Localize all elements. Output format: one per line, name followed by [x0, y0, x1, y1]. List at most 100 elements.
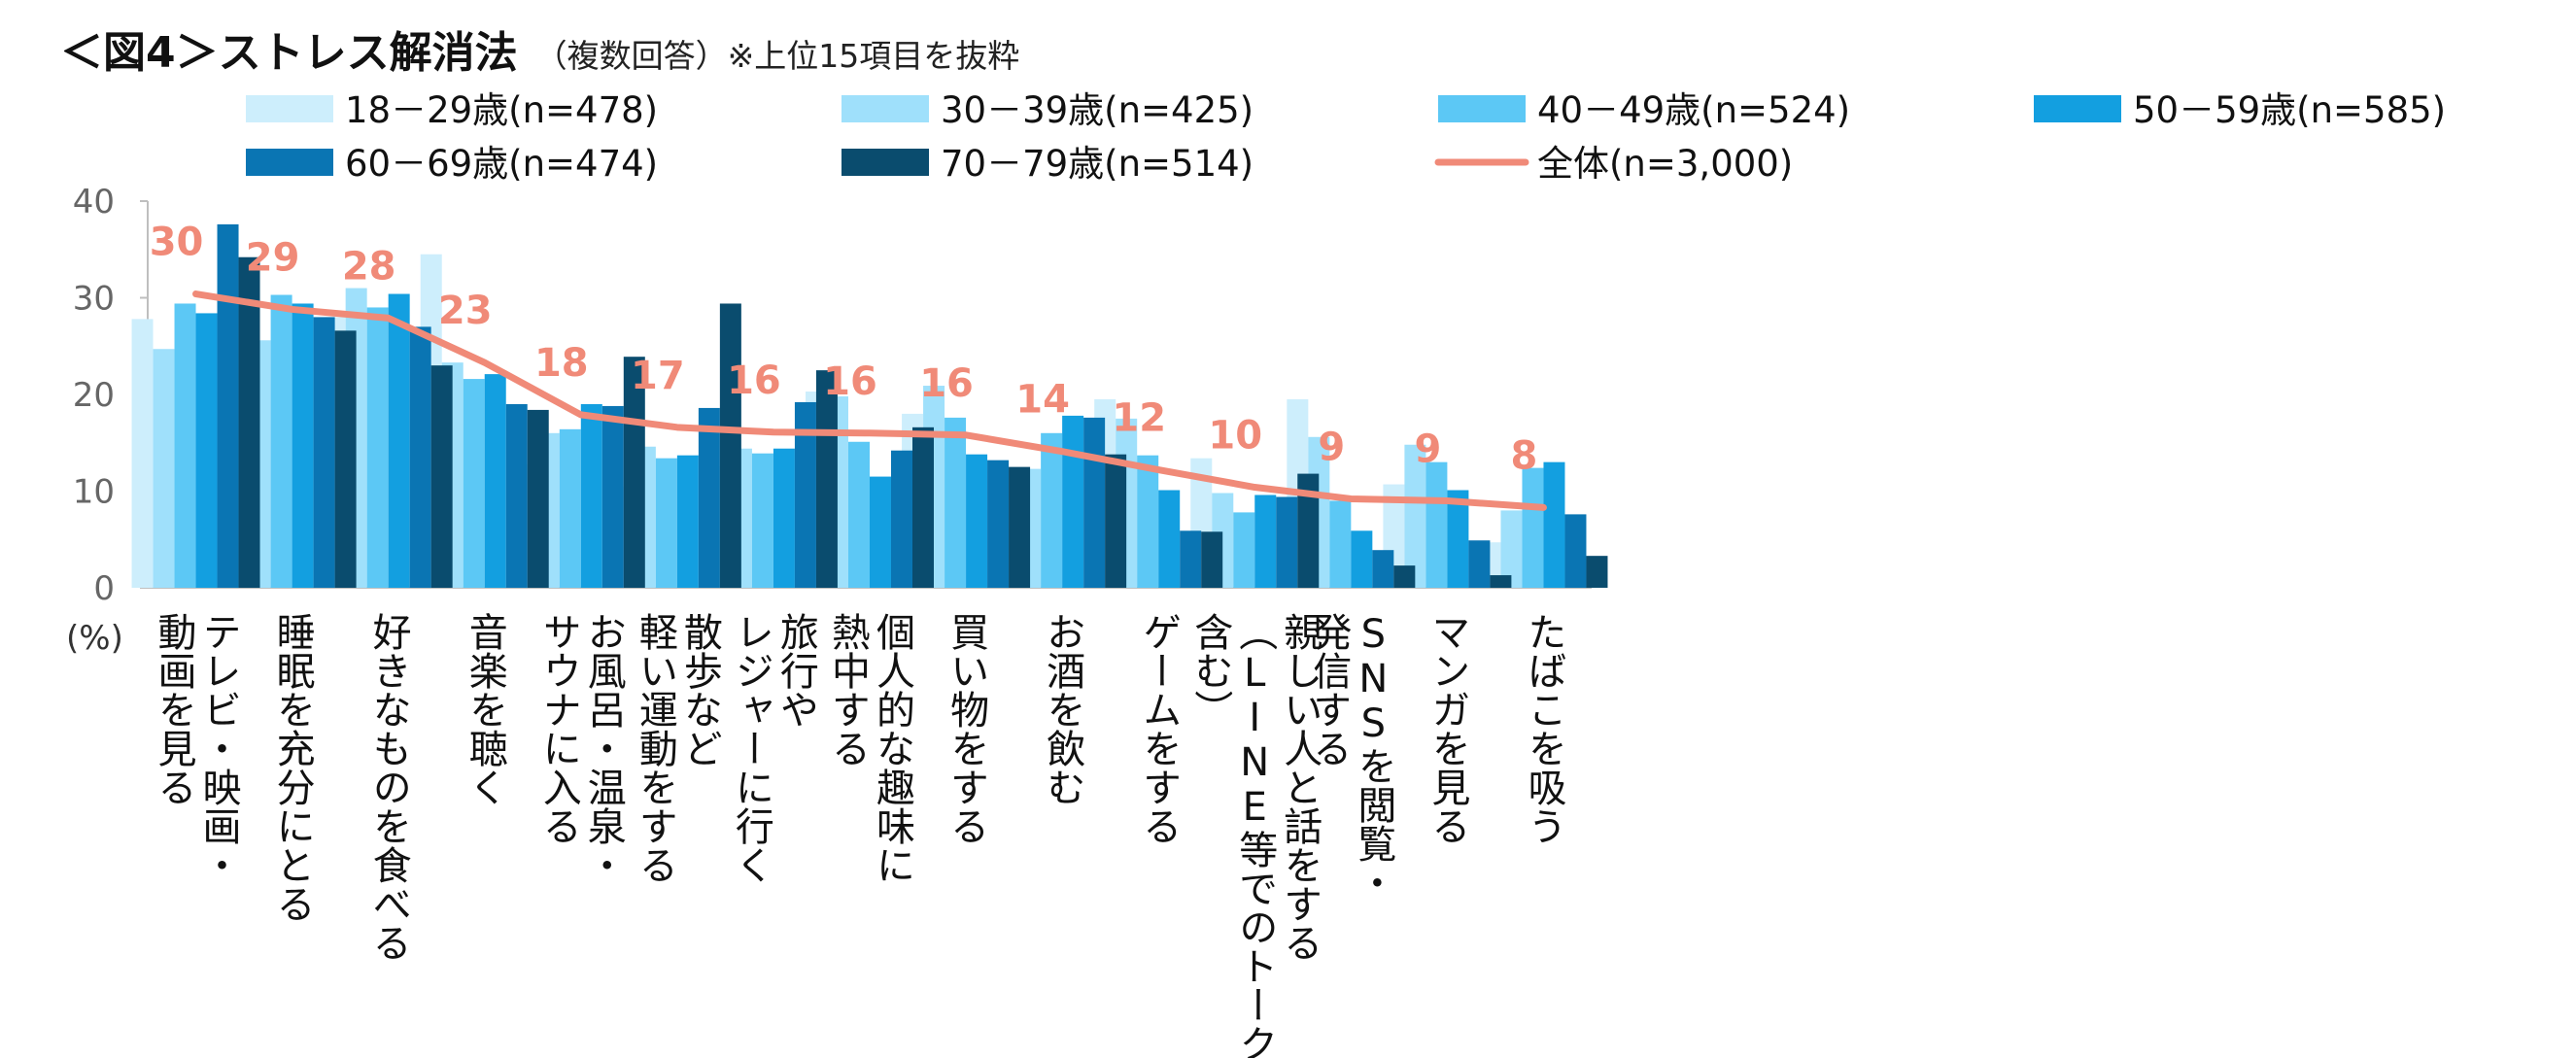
category-label: お風呂・温泉・: [581, 612, 626, 884]
bar: [1522, 467, 1544, 588]
bar: [1543, 461, 1565, 588]
bar: [388, 293, 410, 588]
total-data-label: 14: [1015, 378, 1070, 423]
bar: [153, 349, 175, 588]
bar: [1404, 444, 1426, 588]
total-data-label: 29: [246, 235, 300, 280]
bar: [848, 441, 870, 588]
bar: [484, 374, 506, 588]
total-data-label: 28: [342, 244, 396, 289]
bar: [559, 428, 581, 588]
bar: [1351, 530, 1373, 588]
category-label: 睡眠を充分にとる: [270, 612, 315, 923]
category-label: 含む）: [1187, 612, 1233, 729]
bar: [1105, 454, 1127, 588]
category-label: 好きなものを食べる: [366, 612, 411, 962]
category-label: 親しい人と話をする: [1277, 612, 1322, 962]
legend-swatch: [841, 95, 929, 122]
bar: [1425, 461, 1448, 588]
category-label: 個人的な趣味に: [870, 612, 915, 884]
bar: [987, 460, 1010, 588]
bar: [1158, 490, 1181, 588]
total-data-label: 8: [1511, 433, 1538, 478]
total-data-label: 16: [727, 358, 781, 403]
bar: [1500, 510, 1523, 588]
total-data-label: 10: [1208, 414, 1262, 459]
bar: [1297, 473, 1320, 588]
y-axis: 0 10 20 30 40 (%): [66, 183, 1592, 658]
data-labels: 30 29 28 23 18 17 16 16 16 14 12 10 9 9 8: [150, 221, 1538, 479]
category-label: 発信する: [1306, 612, 1351, 768]
bar: [698, 407, 720, 588]
bar: [270, 294, 292, 588]
category-label: マンガを見る: [1425, 612, 1469, 845]
bar: [1137, 455, 1159, 588]
bar: [292, 303, 314, 588]
bar: [1041, 432, 1063, 588]
bar: [463, 379, 485, 588]
bar: [870, 476, 891, 588]
y-tick-label: 0: [93, 569, 115, 608]
legend-label: 50－59歳(n=585): [2133, 89, 2446, 131]
category-label: 音楽を聴く: [463, 612, 507, 806]
bar: [815, 370, 838, 588]
legend-label: 30－39歳(n=425): [941, 89, 1254, 131]
bar: [366, 307, 389, 588]
total-data-label: 12: [1112, 396, 1166, 441]
bar: [334, 330, 357, 588]
legend-swatch: [841, 149, 929, 176]
legend-label: 全体(n=3,000): [1537, 143, 1793, 185]
chart-title-sub: （複数回答）※上位15項目を抜粋: [534, 37, 1020, 75]
chart-title-main: ＜図4＞ストレス解消法: [60, 28, 518, 78]
legend-label: 18－29歳(n=478): [345, 89, 658, 131]
bar: [409, 326, 431, 588]
total-data-label: 17: [631, 354, 685, 398]
bar: [1372, 550, 1394, 588]
bar: [238, 256, 260, 588]
category-label: たばこを吸う: [1521, 612, 1565, 845]
bar: [719, 303, 741, 588]
bar: [945, 417, 967, 588]
bar: [751, 453, 773, 588]
bar: [313, 317, 335, 588]
chart-title: ＜図4＞ストレス解消法 （複数回答）※上位15項目を抜粋: [60, 17, 1020, 78]
bar: [1276, 496, 1298, 588]
bar: [912, 427, 934, 588]
bar: [601, 405, 624, 588]
category-label: テレビ・映画・: [196, 612, 241, 884]
total-line: [192, 290, 1547, 511]
bar: [655, 458, 677, 588]
legend: 18－29歳(n=478) 30－39歳(n=425) 40－49歳(n=524) 5…: [246, 89, 2446, 185]
bar: [174, 303, 196, 588]
bar: [1393, 565, 1416, 588]
category-label: （LINE等でのトークを: [1232, 612, 1278, 1058]
bar: [1180, 530, 1202, 588]
bar: [623, 357, 645, 588]
bar: [505, 403, 528, 588]
y-tick-label: 20: [73, 376, 115, 415]
bar: [1586, 556, 1608, 588]
y-tick-label: 10: [73, 473, 115, 512]
y-tick-label: 30: [73, 280, 115, 319]
total-data-label: 23: [438, 289, 493, 333]
bar: [794, 401, 816, 588]
bar: [1490, 575, 1512, 588]
legend-swatch: [2034, 95, 2121, 122]
bar: [1329, 500, 1352, 588]
bar: [1468, 540, 1491, 588]
y-tick-label: 40: [73, 183, 115, 222]
legend-label: 60－69歳(n=474): [345, 143, 658, 185]
bar: [1083, 417, 1106, 588]
bar-series: [131, 223, 1608, 588]
bar: [580, 403, 602, 588]
bar: [131, 319, 154, 588]
legend-label: 70－79歳(n=514): [941, 143, 1254, 185]
bar: [1254, 495, 1277, 588]
bar: [430, 365, 453, 588]
bar: [891, 450, 912, 588]
bar: [195, 313, 218, 588]
category-label: お酒を飲む: [1040, 612, 1084, 806]
bar: [966, 454, 988, 588]
category-label: レジャーに行く: [729, 612, 774, 884]
